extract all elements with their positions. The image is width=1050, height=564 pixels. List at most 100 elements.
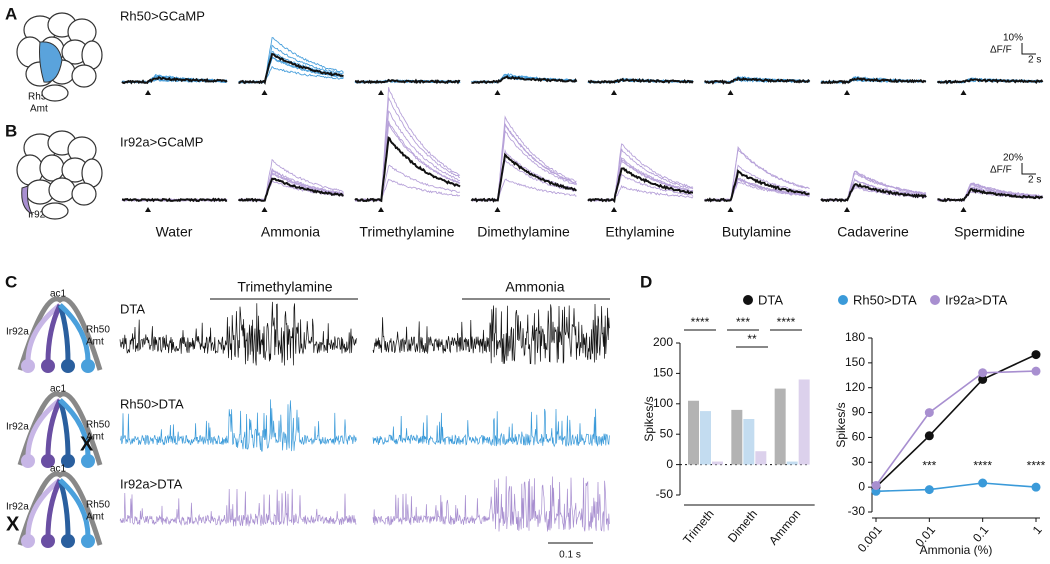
genotype: Ir92a>DTA (120, 476, 183, 491)
odor-label: Trimethylamine (359, 224, 454, 240)
data-point (1031, 350, 1041, 360)
scale-bar (1021, 43, 1036, 55)
trace (587, 77, 694, 85)
significance: **** (1027, 459, 1046, 473)
stimulus-arrow (494, 90, 501, 95)
trace (237, 177, 344, 203)
stimulus-arrow (727, 207, 734, 212)
trace (587, 167, 694, 204)
y-tick-label: 0 (666, 457, 673, 471)
data-point (1031, 482, 1041, 492)
y-tick-label: 0 (858, 479, 865, 493)
neuron-soma (41, 454, 55, 468)
trace (471, 123, 577, 202)
stimulus-arrow (261, 207, 268, 212)
spike-trace (372, 476, 610, 532)
stimulus-arrow (727, 90, 734, 95)
neuron-soma (21, 454, 35, 468)
trace (470, 152, 577, 203)
stimulus-arrow (611, 207, 617, 212)
neuron-label: Amt (86, 432, 104, 443)
y-tick-label: 150 (845, 355, 865, 369)
trace (121, 76, 228, 85)
glomerulus (71, 64, 97, 88)
significance: **** (973, 459, 992, 473)
bar (774, 388, 786, 465)
neuron (58, 303, 91, 363)
neuron-soma (61, 534, 75, 548)
bar (712, 461, 723, 465)
trace (354, 178, 461, 202)
significance: **** (691, 315, 710, 329)
stimulus-arrow (611, 90, 617, 95)
y-tick-label: -50 (656, 487, 674, 501)
neuron-label: Rh50 (86, 420, 110, 431)
trace (471, 75, 578, 85)
y-tick-label: 30 (852, 454, 866, 468)
scale-label: 2 s (1028, 55, 1041, 66)
trace (704, 169, 810, 203)
stimulus-arrow (960, 90, 967, 95)
stimulus-arrow (378, 207, 384, 212)
glomerulus (39, 154, 65, 182)
bar (700, 411, 711, 465)
neuron (45, 478, 63, 538)
glomerulus (41, 202, 69, 220)
series-line (875, 482, 1037, 493)
y-tick-label: 50 (660, 426, 674, 440)
neuron-label: ac1 (50, 384, 67, 395)
data-point (924, 431, 934, 441)
genotype: Rh50>DTA (120, 396, 184, 411)
neuron-label: Rh50 (86, 500, 110, 511)
y-tick-label: 150 (653, 366, 673, 380)
scale-label: 0.1 s (559, 550, 581, 561)
trace (471, 123, 577, 202)
stimulus-arrow (145, 207, 151, 212)
trace (704, 178, 810, 202)
glomerulus-highlight (21, 185, 34, 216)
neuron-soma (61, 454, 75, 468)
stimulus-arrow (494, 207, 501, 212)
ablation-mark: X (80, 433, 94, 455)
trace (238, 37, 344, 84)
trace (354, 123, 461, 202)
spike-trace (119, 399, 357, 452)
trace (238, 55, 344, 84)
neuron-label: ac1 (50, 289, 67, 300)
stimulus-arrow (960, 207, 967, 212)
odor-label: Butylamine (722, 224, 791, 240)
data-point (871, 480, 881, 490)
neuron (45, 398, 63, 458)
scale-label: 2 s (1028, 175, 1041, 186)
significance: ** (747, 332, 757, 346)
neuron-label: Ir92a (6, 327, 29, 338)
x-tick-label: Dimeth (725, 507, 760, 545)
glomerulus (71, 182, 97, 206)
series-line (875, 353, 1037, 488)
legend-marker (838, 295, 848, 305)
scale-label: ΔF/F (990, 45, 1012, 56)
glom-label: Ir92a (28, 210, 51, 221)
spike-trace (119, 488, 357, 527)
trace (471, 129, 577, 202)
legend-marker (930, 295, 940, 305)
neuron-soma (41, 359, 55, 373)
trace (937, 187, 1044, 203)
x-tick-label: Ammon (766, 507, 803, 548)
neuron-soma (41, 534, 55, 548)
trace (471, 178, 577, 202)
scale-label: ΔF/F (990, 165, 1012, 176)
odor-label: Cadaverine (837, 224, 909, 240)
neuron (58, 478, 91, 538)
neuron-label: ac1 (50, 464, 67, 475)
significance: *** (736, 315, 750, 329)
y-tick-label: 90 (852, 405, 866, 419)
scale-label: 20% (1003, 153, 1023, 164)
trace (355, 78, 461, 85)
x-tick-label: Trimeth (680, 507, 717, 547)
data-point (924, 408, 934, 418)
trace (820, 182, 927, 203)
spike-trace (119, 301, 357, 366)
y-tick-label: 200 (653, 335, 673, 349)
